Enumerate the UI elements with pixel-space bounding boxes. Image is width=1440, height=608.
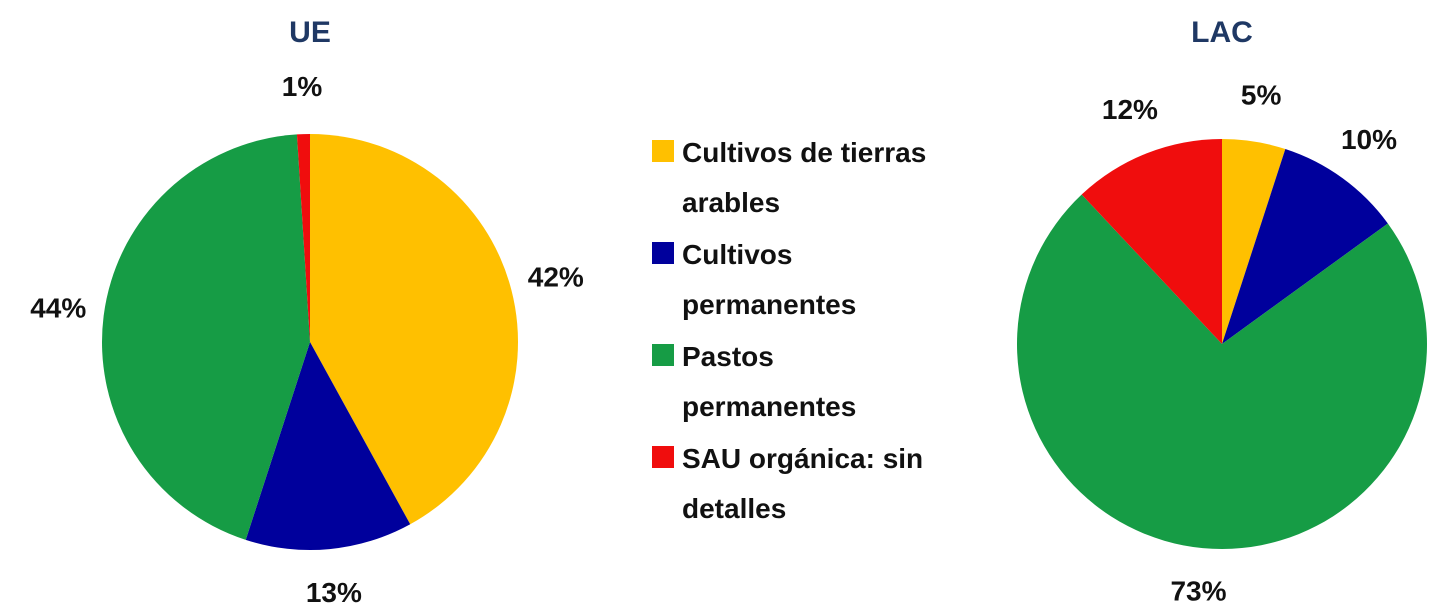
data-label: 5% — [1241, 79, 1282, 110]
legend-item: SAU orgánica: sin detalles — [652, 434, 952, 534]
legend-swatch — [652, 344, 674, 366]
chart-title: UE — [289, 16, 331, 49]
pie-slice — [1081, 139, 1222, 344]
legend-label: Pastos permanentes — [682, 341, 857, 422]
legend-item: Pastos permanentes — [652, 332, 952, 432]
data-label: 13% — [306, 577, 362, 608]
pie-slice — [1016, 194, 1427, 550]
legend-label: SAU orgánica: sin detalles — [682, 443, 924, 524]
legend-swatch — [652, 140, 674, 162]
legend-item: Cultivos permanentes — [652, 230, 952, 330]
data-label: 1% — [282, 71, 323, 102]
pie-slice — [296, 134, 310, 342]
pie-slice — [1222, 139, 1286, 344]
pie-slice — [310, 134, 519, 525]
chart-title: LAC — [1191, 16, 1253, 49]
data-label: 42% — [528, 261, 584, 292]
legend-item: Cultivos de tierras arables — [652, 128, 952, 228]
pie-slice — [1222, 149, 1388, 344]
data-label: 12% — [1102, 94, 1158, 125]
legend-swatch — [652, 446, 674, 468]
legend-swatch — [652, 242, 674, 264]
data-label: 10% — [1341, 124, 1397, 155]
pie-slice — [245, 342, 411, 551]
legend-label: Cultivos permanentes — [682, 239, 857, 320]
pie-slice — [102, 134, 311, 540]
legend-label: Cultivos de tierras arables — [682, 137, 927, 218]
data-label: 44% — [30, 293, 86, 324]
data-label: 73% — [1170, 575, 1226, 606]
legend: Cultivos de tierras arables Cultivos perm… — [652, 128, 952, 536]
